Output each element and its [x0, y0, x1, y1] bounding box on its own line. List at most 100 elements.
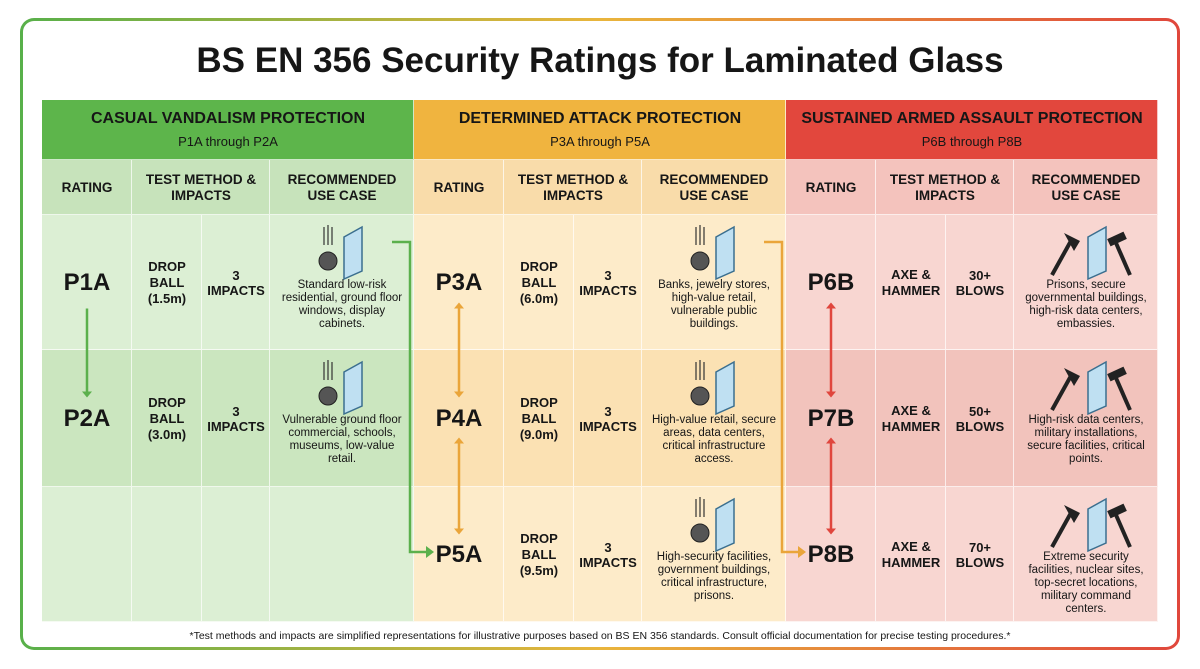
group-subtitle: P3A through P5A	[550, 133, 650, 149]
glass-pane	[1087, 360, 1107, 416]
table-cell	[876, 350, 946, 487]
hammer	[1114, 242, 1132, 276]
column-header-cell	[270, 160, 414, 215]
test-method: DROP BALL (6.0m)	[519, 258, 559, 306]
column-header: RATING	[61, 179, 113, 195]
drop-lines	[695, 497, 705, 517]
rating: P6B	[807, 268, 855, 296]
use-case: Banks, jewelry stores, high-value retail…	[658, 279, 770, 330]
test-method: DROP BALL (9.0m)	[519, 394, 559, 442]
icon	[690, 360, 735, 416]
use-case: High-value retail, secure areas, data ce…	[651, 414, 776, 465]
icon	[1050, 225, 1132, 281]
arrow-head	[826, 528, 836, 535]
column-header: TEST METHOD & IMPACTS	[889, 171, 1001, 203]
table-cell	[202, 350, 270, 487]
rating: P7B	[807, 404, 855, 432]
column-header: RECOMMENDED USE CASE	[659, 171, 769, 203]
use-case: Extreme security facilities, nuclear sit…	[1028, 551, 1144, 615]
glass-pane	[715, 360, 735, 416]
table-cell	[1014, 350, 1158, 487]
glass-pane	[715, 225, 735, 281]
test-method: AXE & HAMMER	[881, 266, 941, 298]
ball	[690, 386, 710, 406]
column-header-cell	[642, 160, 786, 215]
table-cell	[574, 350, 642, 487]
column-header-cell	[876, 160, 1014, 215]
axe	[1050, 510, 1074, 548]
hammer	[1114, 514, 1132, 548]
hammer	[1114, 377, 1132, 411]
hammer-head	[1107, 366, 1127, 382]
column-header-cell	[504, 160, 642, 215]
use-case: Standard low-risk residential, ground fl…	[281, 279, 403, 330]
test-method: DROP BALL (9.5m)	[519, 530, 559, 578]
table-cell	[504, 487, 574, 622]
table-cell	[270, 487, 414, 622]
table-cell	[574, 487, 642, 622]
icon	[318, 225, 363, 281]
table-cell	[642, 215, 786, 350]
table-cell	[132, 350, 202, 487]
ball	[690, 251, 710, 271]
impacts: 3 IMPACTS	[207, 267, 265, 298]
use-case: Prisons, secure governmental buildings, …	[1025, 279, 1147, 330]
arrow-head	[454, 302, 464, 309]
test-method: DROP BALL (3.0m)	[147, 394, 187, 442]
column-header: RECOMMENDED USE CASE	[1031, 171, 1141, 203]
group-subtitle: P6B through P8B	[921, 133, 1023, 149]
table-cell	[270, 350, 414, 487]
impacts: 70+ BLOWS	[955, 539, 1005, 570]
table-cell	[132, 487, 202, 622]
icon	[1050, 360, 1132, 416]
drop-lines	[695, 225, 705, 245]
column-header-cell	[414, 160, 504, 215]
group-subtitle: P1A through P2A	[178, 133, 278, 149]
table-cell	[202, 487, 270, 622]
impacts: 3 IMPACTS	[579, 267, 637, 298]
rating: P3A	[435, 268, 483, 296]
table-cell	[876, 215, 946, 350]
icon	[318, 360, 363, 416]
axe-head	[1064, 505, 1080, 523]
glass-pane	[343, 360, 363, 416]
drop-lines	[323, 360, 333, 380]
column-header-cell	[132, 160, 270, 215]
table-cell	[946, 487, 1014, 622]
connector	[392, 240, 428, 554]
column-header: TEST METHOD & IMPACTS	[517, 171, 629, 203]
impacts: 30+ BLOWS	[955, 267, 1005, 298]
table-cell	[504, 350, 574, 487]
table-cell	[1014, 487, 1158, 622]
arrow-head	[454, 391, 464, 398]
impacts: 50+ BLOWS	[955, 403, 1005, 434]
footnote: *Test methods and impacts are simplified…	[189, 630, 1011, 642]
glass-pane	[715, 497, 735, 553]
table-cell	[132, 215, 202, 350]
axe	[1050, 238, 1074, 276]
ball	[318, 386, 338, 406]
drop-lines	[695, 360, 705, 380]
impacts: 3 IMPACTS	[579, 403, 637, 434]
test-method: AXE & HAMMER	[881, 402, 941, 434]
group-header	[42, 100, 414, 160]
table-cell	[504, 215, 574, 350]
arrow-head	[826, 391, 836, 398]
axe-head	[1064, 233, 1080, 251]
test-method: DROP BALL (1.5m)	[147, 258, 187, 306]
group-header	[414, 100, 786, 160]
ball	[690, 523, 710, 543]
glass-pane	[1087, 225, 1107, 281]
table-cell	[574, 215, 642, 350]
table-cell	[1014, 215, 1158, 350]
table-cell	[946, 215, 1014, 350]
rating: P5A	[435, 540, 483, 568]
column-header-cell	[1014, 160, 1158, 215]
arrow-head	[426, 546, 434, 558]
icon	[690, 225, 735, 281]
use-case: Vulnerable ground floor commercial, scho…	[282, 414, 402, 465]
glass-pane	[1087, 497, 1107, 553]
table-cell	[42, 487, 132, 622]
